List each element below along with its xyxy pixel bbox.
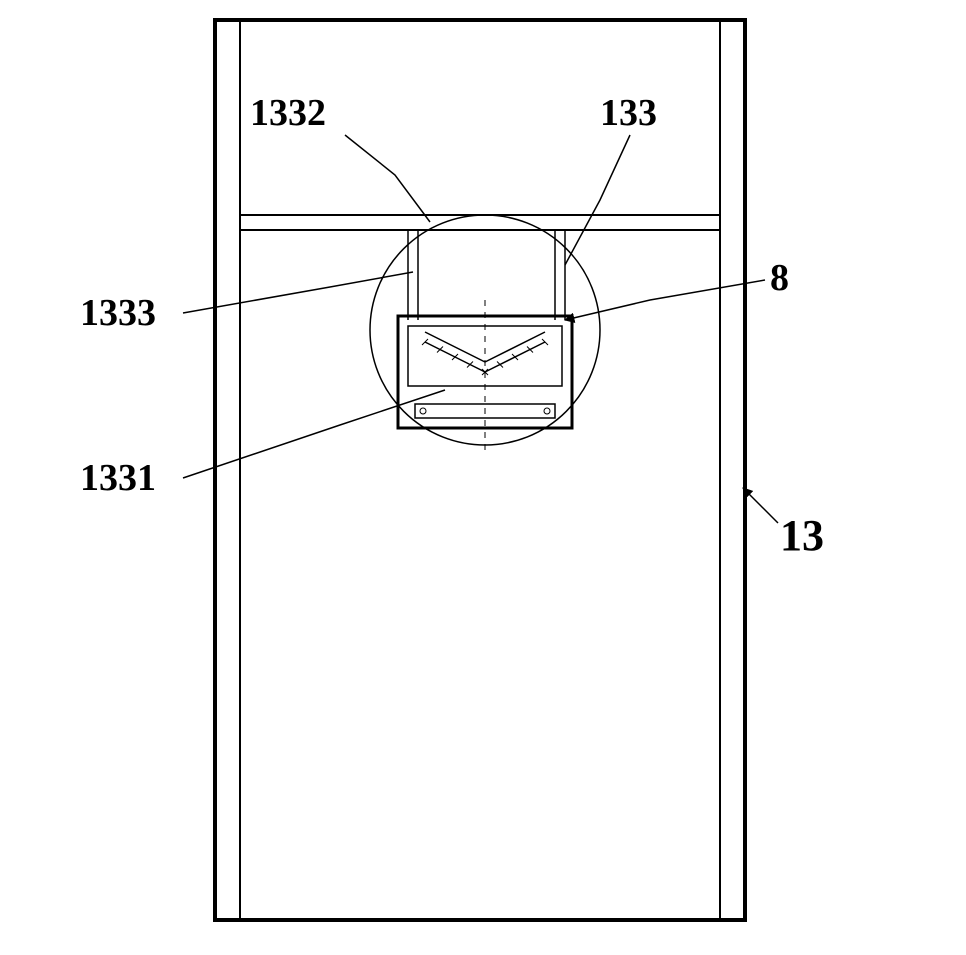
slot-hole (420, 408, 426, 414)
outer-frame (215, 20, 745, 920)
label-1333: 1333 (80, 292, 156, 334)
hatch (437, 347, 443, 353)
leader-1331 (183, 390, 445, 478)
label-13: 13 (780, 511, 824, 560)
hatch (452, 354, 458, 360)
hatch (497, 362, 503, 368)
label-1332: 1332 (250, 92, 326, 134)
hatch (422, 339, 428, 345)
label-133: 133 (600, 92, 657, 134)
hatch (527, 347, 533, 353)
hatch (512, 354, 518, 360)
label-8: 8 (770, 257, 789, 299)
leader-8 (565, 280, 765, 320)
hatch (542, 339, 548, 345)
hatch (467, 362, 473, 368)
label-1331: 1331 (80, 457, 156, 499)
leader-1332 (345, 135, 430, 222)
leader-1333 (183, 272, 413, 313)
leader-13 (743, 488, 778, 523)
leader-133 (565, 135, 630, 265)
slot-hole (544, 408, 550, 414)
